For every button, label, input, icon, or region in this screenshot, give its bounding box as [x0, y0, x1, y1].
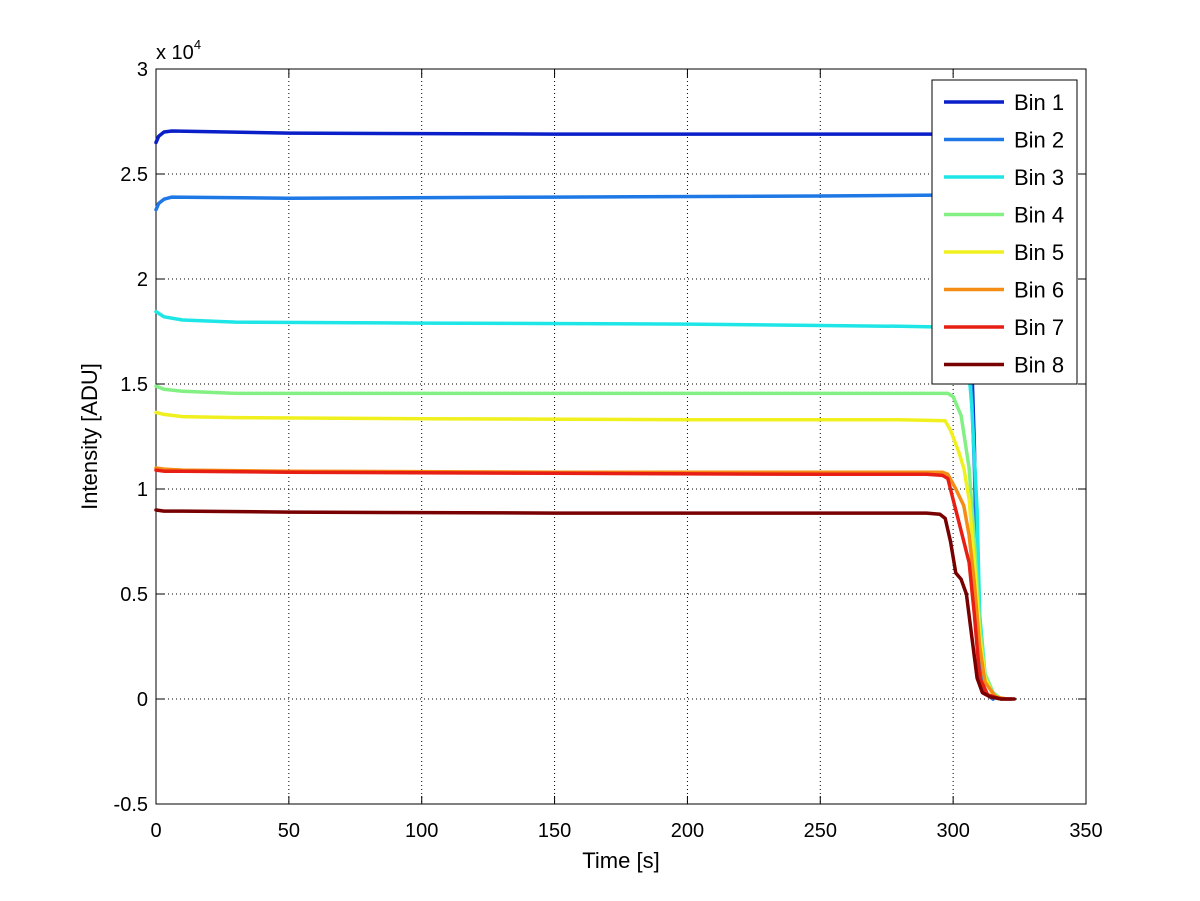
y-tick-label: 1.5	[120, 374, 148, 396]
y-axis-label: Intensity [ADU]	[77, 363, 102, 510]
legend-label: Bin 7	[1014, 315, 1064, 340]
y-axis-multiplier: x 104	[156, 37, 201, 64]
x-tick-label: 300	[936, 820, 969, 842]
plot-area-frame	[155, 68, 1087, 805]
y-tick-label: 1	[137, 479, 148, 501]
y-tick-label: 3	[137, 59, 148, 81]
x-tick-label: 150	[538, 820, 571, 842]
x-tick-label: 100	[405, 820, 438, 842]
series-line-bin-8	[154, 508, 1017, 701]
axis-ticks: 0 50 100 150 200 250 300 350-0.500.511.522.53	[114, 59, 1103, 842]
y-tick-label: 0	[137, 689, 148, 711]
x-tick-label: 50	[278, 820, 300, 842]
legend-label: Bin 5	[1014, 240, 1064, 265]
legend-label: Bin 8	[1014, 353, 1064, 378]
y-tick-label: -0.5	[114, 794, 148, 816]
x-tick-label: 250	[804, 820, 837, 842]
legend-label: Bin 4	[1014, 203, 1064, 228]
y-tick-label: 2	[137, 269, 148, 291]
series-line-bin-7	[154, 468, 1014, 701]
legend: Bin 1 Bin 2 Bin 3 Bin 4 Bin 5 Bin 6 Bin 7 Bin 8	[931, 79, 1078, 385]
grid	[156, 69, 1086, 804]
legend-label: Bin 3	[1014, 165, 1064, 190]
x-tick-label: 200	[671, 820, 704, 842]
x-tick-label: 350	[1069, 820, 1102, 842]
x-axis-label: Time [s]	[582, 848, 659, 873]
y-tick-label: 0.5	[120, 584, 148, 606]
y-tick-label: 2.5	[120, 164, 148, 186]
legend-box	[931, 79, 1078, 385]
legend-label: Bin 1	[1014, 90, 1064, 115]
legend-label: Bin 6	[1014, 278, 1064, 303]
y-axis-multiplier-base: x 10	[156, 42, 194, 64]
y-axis-multiplier-exponent: 4	[194, 37, 201, 52]
legend-label: Bin 2	[1014, 128, 1064, 153]
x-tick-label: 0	[150, 820, 161, 842]
